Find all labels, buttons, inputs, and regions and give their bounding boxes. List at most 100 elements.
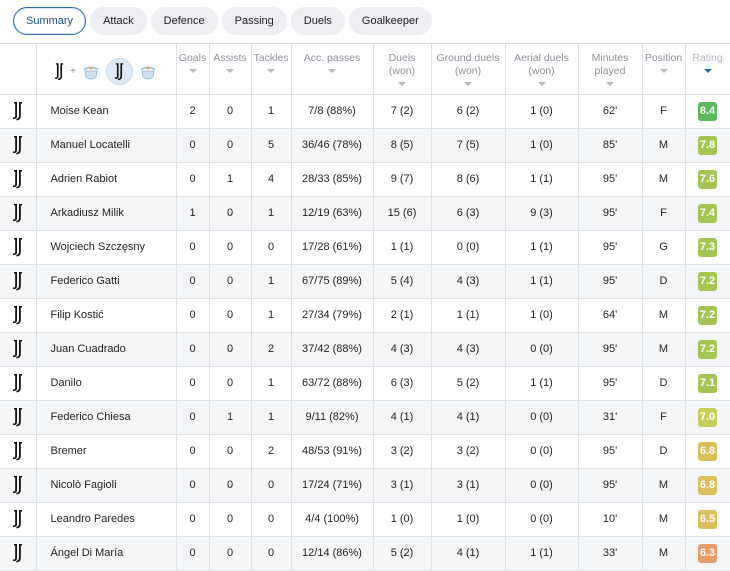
cell-goals: 2 bbox=[176, 94, 210, 129]
cell-minutes: 95' bbox=[578, 264, 643, 299]
col-minutes-played[interactable]: Minutes played bbox=[578, 44, 643, 95]
player-name[interactable]: Federico Chiesa bbox=[36, 400, 177, 435]
cell-duels: 2 (1) bbox=[373, 298, 432, 333]
table-row[interactable]: Adrien Rabiot 0 1 4 28/33 (85%) 9 (7) 8 (6) 1 (… bbox=[0, 162, 730, 197]
player-name[interactable]: Juan Cuadrado bbox=[36, 332, 177, 367]
cell-rating: 7.2 bbox=[685, 264, 730, 299]
sort-arrow-icon bbox=[659, 69, 668, 73]
col-aerial-duels[interactable]: Aerial duels (won) bbox=[505, 44, 579, 95]
cell-duels: 1 (1) bbox=[373, 230, 432, 265]
col-rating[interactable]: Rating bbox=[685, 44, 730, 95]
player-name[interactable]: Filip Kostić bbox=[36, 298, 177, 333]
table-row[interactable]: Juan Cuadrado 0 0 2 37/42 (88%) 4 (3) 4 (3) 0 (… bbox=[0, 332, 730, 367]
cell-tackles: 1 bbox=[251, 264, 292, 299]
rating-badge: 6.8 bbox=[698, 475, 717, 495]
table-row[interactable]: Federico Chiesa 0 1 1 9/11 (82%) 4 (1) 4 (1) 0 … bbox=[0, 400, 730, 435]
cell-duels: 9 (7) bbox=[373, 162, 432, 197]
player-name[interactable]: Moise Kean bbox=[36, 94, 177, 129]
cell-aerial-duels: 1 (0) bbox=[505, 94, 579, 129]
cell-rating: 8.4 bbox=[685, 94, 730, 129]
cell-assists: 0 bbox=[209, 502, 252, 537]
player-stats-table-wrap: + Goals Assists Tackles Acc. passes Duel… bbox=[0, 43, 730, 571]
table-row[interactable]: Arkadiusz Milik 1 0 1 12/19 (63%) 15 (6) 6 (3)… bbox=[0, 196, 730, 231]
col-tackles[interactable]: Tackles bbox=[251, 44, 292, 95]
tab-passing[interactable]: Passing bbox=[221, 7, 287, 35]
table-row[interactable]: Leandro Paredes 0 0 0 4/4 (100%) 1 (0) 1 (0) 0 … bbox=[0, 502, 730, 537]
player-name[interactable]: Leandro Paredes bbox=[36, 502, 177, 537]
cell-ground-duels: 6 (2) bbox=[431, 94, 506, 129]
table-row[interactable]: Filip Kostić 0 0 1 27/34 (79%) 2 (1) 1 (1) 1 (0… bbox=[0, 298, 730, 333]
lazio-crest-icon[interactable] bbox=[81, 62, 101, 82]
juventus-crest-icon[interactable] bbox=[54, 62, 65, 81]
juventus-crest-icon bbox=[0, 543, 36, 563]
juventus-crest-icon bbox=[114, 62, 125, 81]
tab-duels[interactable]: Duels bbox=[290, 7, 345, 35]
player-name[interactable]: Adrien Rabiot bbox=[36, 162, 177, 197]
cell-acc-passes: 67/75 (89%) bbox=[291, 264, 374, 299]
cell-minutes: 95' bbox=[578, 366, 643, 401]
cell-acc-passes: 36/46 (78%) bbox=[291, 128, 374, 163]
cell-acc-passes: 27/34 (79%) bbox=[291, 298, 374, 333]
table-row[interactable]: Manuel Locatelli 0 0 5 36/46 (78%) 8 (5) 7 (5)… bbox=[0, 128, 730, 163]
cell-ground-duels: 4 (3) bbox=[431, 264, 506, 299]
juventus-filter-button[interactable] bbox=[105, 58, 133, 85]
table-row[interactable]: Federico Gatti 0 0 1 67/75 (89%) 5 (4) 4 (3) 1 … bbox=[0, 264, 730, 299]
col-ground-duels[interactable]: Ground duels (won) bbox=[431, 44, 506, 95]
cell-goals: 0 bbox=[176, 400, 210, 435]
cell-aerial-duels: 1 (1) bbox=[505, 536, 579, 571]
player-name[interactable]: Manuel Locatelli bbox=[36, 128, 177, 163]
table-row[interactable]: Wojciech Szczęsny 0 0 0 17/28 (61%) 1 (1) 0 (0… bbox=[0, 230, 730, 265]
cell-ground-duels: 3 (1) bbox=[431, 468, 506, 503]
player-name[interactable]: Bremer bbox=[36, 434, 177, 469]
player-name[interactable]: Danilo bbox=[36, 366, 177, 401]
col-duels[interactable]: Duels (won) bbox=[373, 44, 432, 95]
cell-aerial-duels: 0 (0) bbox=[505, 468, 579, 503]
player-name[interactable]: Federico Gatti bbox=[36, 264, 177, 299]
cell-goals: 0 bbox=[176, 434, 210, 469]
sort-arrow-icon bbox=[537, 82, 546, 86]
tab-summary[interactable]: Summary bbox=[13, 7, 87, 35]
cell-goals: 0 bbox=[176, 502, 210, 537]
cell-rating: 7.2 bbox=[685, 332, 730, 367]
table-row[interactable]: Ángel Di María 0 0 0 12/14 (86%) 5 (2) 4 (1) 1 … bbox=[0, 536, 730, 571]
cell-goals: 0 bbox=[176, 264, 210, 299]
lazio-crest-icon[interactable] bbox=[138, 62, 158, 82]
team-crest-cell bbox=[0, 264, 37, 299]
cell-duels: 1 (0) bbox=[373, 502, 432, 537]
player-name[interactable]: Arkadiusz Milik bbox=[36, 196, 177, 231]
col-position[interactable]: Position bbox=[642, 44, 686, 95]
player-name[interactable]: Wojciech Szczęsny bbox=[36, 230, 177, 265]
cell-assists: 0 bbox=[209, 468, 252, 503]
cell-acc-passes: 63/72 (88%) bbox=[291, 366, 374, 401]
juventus-crest-icon bbox=[0, 339, 36, 359]
col-assists[interactable]: Assists bbox=[209, 44, 252, 95]
table-row[interactable]: Danilo 0 0 1 63/72 (88%) 6 (3) 5 (2) 1 (1) 95' D 7… bbox=[0, 366, 730, 401]
cell-minutes: 95' bbox=[578, 332, 643, 367]
table-row[interactable]: Nicolò Fagioli 0 0 0 17/24 (71%) 3 (1) 3 (1) 0 … bbox=[0, 468, 730, 503]
cell-minutes: 95' bbox=[578, 196, 643, 231]
cell-minutes: 31' bbox=[578, 400, 643, 435]
cell-position: D bbox=[642, 264, 686, 299]
juventus-crest-icon bbox=[0, 475, 36, 495]
tab-defence[interactable]: Defence bbox=[150, 7, 218, 35]
sort-arrow-icon bbox=[464, 82, 472, 86]
cell-rating: 7.0 bbox=[685, 400, 730, 435]
cell-goals: 1 bbox=[176, 196, 210, 231]
juventus-crest-icon bbox=[0, 373, 36, 393]
table-row[interactable]: Bremer 0 0 2 48/53 (91%) 3 (2) 3 (2) 0 (0) 95' D 6… bbox=[0, 434, 730, 469]
player-name[interactable]: Ángel Di María bbox=[36, 536, 177, 571]
player-name[interactable]: Nicolò Fagioli bbox=[36, 468, 177, 503]
tab-goalkeeper[interactable]: Goalkeeper bbox=[348, 7, 432, 35]
col-goals[interactable]: Goals bbox=[176, 44, 210, 95]
cell-rating: 6.3 bbox=[685, 536, 730, 571]
tab-attack[interactable]: Attack bbox=[90, 7, 147, 35]
cell-position: M bbox=[642, 468, 686, 503]
cell-position: M bbox=[642, 536, 686, 571]
col-sublabel: played bbox=[594, 65, 626, 77]
table-row[interactable]: Moise Kean 2 0 1 7/8 (88%) 7 (2) 6 (2) 1 (0) 62'… bbox=[0, 94, 730, 129]
team-crest-cell bbox=[0, 332, 37, 367]
cell-aerial-duels: 9 (3) bbox=[505, 196, 579, 231]
rating-badge: 7.8 bbox=[698, 135, 717, 155]
col-acc-passes[interactable]: Acc. passes bbox=[291, 44, 374, 95]
cell-goals: 0 bbox=[176, 468, 210, 503]
